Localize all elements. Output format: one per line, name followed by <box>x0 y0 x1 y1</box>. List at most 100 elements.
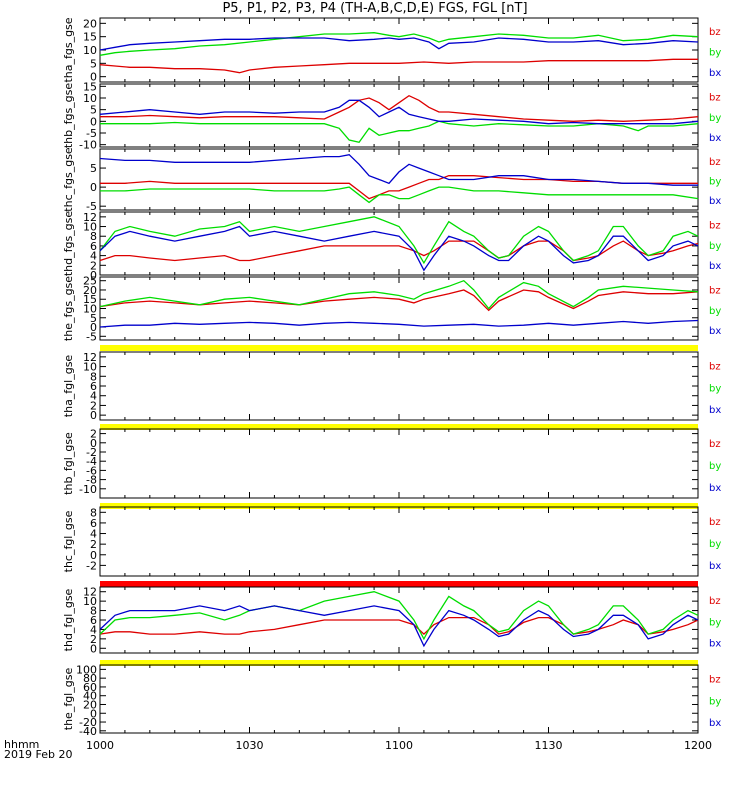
y-tick-label: 6 <box>90 240 97 253</box>
y-tick-label: -40 <box>79 725 97 738</box>
legend-bx: bx <box>709 561 721 572</box>
legend-bx: bx <box>709 133 721 144</box>
y-tick-label: 100 <box>76 663 97 676</box>
y-tick-label: 12 <box>83 351 97 364</box>
legend-bx: bx <box>709 326 721 337</box>
y-tick-label: 6 <box>90 380 97 393</box>
legend-by: by <box>709 696 721 707</box>
panel-frame <box>99 17 699 83</box>
panel-frame <box>99 148 699 211</box>
y-tick-label: 80 <box>83 672 97 685</box>
x-tick-label: 1200 <box>684 739 712 752</box>
legend-bz: bz <box>709 157 721 168</box>
legend-bz: bz <box>709 517 721 528</box>
y-tick-label: -5 <box>86 330 97 343</box>
series-line-bz <box>99 240 699 262</box>
y-tick-label: 0 <box>90 549 97 562</box>
y-tick-label: 5 <box>90 104 97 117</box>
y-tick-label: 0 <box>90 707 97 720</box>
date-label: 2019 Feb 20 <box>4 748 73 761</box>
legend-by: by <box>709 241 721 252</box>
series-line-by <box>99 591 699 641</box>
series-line-bz <box>100 175 698 200</box>
y-tick-label: 2 <box>90 633 97 646</box>
panel-status-bar <box>100 345 698 351</box>
y-tick-label: 15 <box>83 293 97 306</box>
panel-ylabel: thb_fgl_gse <box>62 432 75 495</box>
y-tick-label: 0 <box>90 409 97 422</box>
series-line-bx <box>99 605 699 648</box>
y-tick-label: 8 <box>90 230 97 243</box>
y-tick-label: 0 <box>90 269 97 282</box>
legend-bx: bx <box>709 261 721 272</box>
legend-bx: bx <box>709 718 721 729</box>
series-line-by <box>100 186 699 204</box>
y-tick-label: 10 <box>83 595 97 608</box>
series-line-bz <box>99 616 699 635</box>
legend-bx: bx <box>709 638 721 649</box>
y-tick-label: 2 <box>90 538 97 551</box>
panel-status-bar <box>100 581 698 587</box>
legend-bx: bx <box>709 405 721 416</box>
panel-frame <box>99 428 699 499</box>
panel-ylabel: the_fgl_gse <box>62 668 75 731</box>
legend-bz: bz <box>709 675 721 686</box>
y-tick-label: 20 <box>83 698 97 711</box>
panel-ylabel: thb_fgs_gse <box>62 83 75 149</box>
series-line-bx <box>99 37 699 51</box>
legend-bz: bz <box>709 596 721 607</box>
plot-title: P5, P1, P2, P3, P4 (TH-A,B,C,D,E) FGS, F… <box>222 1 528 16</box>
y-tick-label: 4 <box>90 623 97 636</box>
y-tick-label: 8 <box>90 370 97 383</box>
y-tick-label: 15 <box>83 31 97 44</box>
y-tick-label: 40 <box>83 690 97 703</box>
legend-bx: bx <box>709 68 721 79</box>
y-tick-label: 10 <box>83 303 97 316</box>
legend-bz: bz <box>709 93 721 104</box>
y-tick-label: -10 <box>79 483 97 496</box>
y-tick-label: 10 <box>83 361 97 374</box>
y-tick-label: -5 <box>86 200 97 213</box>
legend-bx: bx <box>709 483 721 494</box>
x-tick-label: 1100 <box>385 739 413 752</box>
y-tick-label: 4 <box>90 390 97 403</box>
y-tick-label: -2 <box>86 446 97 459</box>
legend-bx: bx <box>709 196 721 207</box>
y-tick-label: 8 <box>90 605 97 618</box>
y-tick-label: -10 <box>79 139 97 152</box>
panel-ylabel: thd_fgl_gse <box>62 588 75 651</box>
series-line-by <box>100 120 699 144</box>
panel-ylabel: thc_fgl_gse <box>62 510 75 572</box>
panel-ylabel: tha_fgs_gse <box>62 17 75 82</box>
y-tick-label: 6 <box>90 517 97 530</box>
panel-ylabel: the_fgs_gse <box>62 276 75 341</box>
legend-bz: bz <box>709 439 721 450</box>
y-tick-label: -6 <box>86 464 97 477</box>
legend-bz: bz <box>709 362 721 373</box>
y-tick-label: 0 <box>90 642 97 655</box>
y-tick-label: 5 <box>90 57 97 70</box>
panel-frame <box>99 506 699 577</box>
legend-by: by <box>709 47 721 58</box>
y-tick-label: 5 <box>90 312 97 325</box>
y-tick-label: 8 <box>90 506 97 519</box>
y-tick-label: 20 <box>83 284 97 297</box>
y-tick-label: 10 <box>83 92 97 105</box>
y-tick-label: -20 <box>79 716 97 729</box>
y-tick-label: 0 <box>90 71 97 84</box>
y-tick-label: 2 <box>90 428 97 441</box>
y-tick-label: 0 <box>90 437 97 450</box>
legend-by: by <box>709 617 721 628</box>
y-tick-label: 20 <box>83 17 97 30</box>
legend-bz: bz <box>709 27 721 38</box>
panel-frame <box>99 351 699 421</box>
series-line-bx <box>99 319 699 328</box>
y-tick-label: 12 <box>83 586 97 599</box>
legend-by: by <box>709 177 721 188</box>
time-axis-label: hhmm <box>4 738 40 751</box>
legend-bz: bz <box>709 286 721 297</box>
y-tick-label: 2 <box>90 399 97 412</box>
y-tick-label: 0 <box>90 181 97 194</box>
y-tick-label: 0 <box>90 321 97 334</box>
